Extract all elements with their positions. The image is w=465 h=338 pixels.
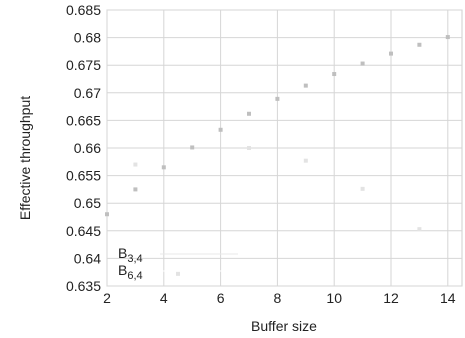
series-1-point bbox=[190, 145, 195, 150]
series-1-point bbox=[445, 35, 450, 40]
series-1-point bbox=[161, 165, 166, 170]
series-1-point bbox=[332, 72, 337, 77]
y-tick-label: 0.685 bbox=[66, 2, 101, 18]
series-2-point bbox=[247, 146, 251, 150]
y-tick-label: 0.64 bbox=[74, 250, 101, 266]
y-tick-label: 0.655 bbox=[66, 168, 101, 184]
y-tick-label: 0.675 bbox=[66, 57, 101, 73]
y-tick-label: 0.65 bbox=[74, 195, 101, 211]
series-2-point bbox=[176, 271, 180, 276]
grid bbox=[106, 9, 463, 287]
x-tick-label: 14 bbox=[440, 290, 456, 306]
y-axis-label: Effective throughput bbox=[17, 96, 33, 220]
y-tick-label: 0.66 bbox=[74, 140, 101, 156]
legend-entry-1: B3,4 bbox=[118, 245, 143, 265]
y-tick-label: 0.665 bbox=[66, 112, 101, 128]
y-tick-label: 0.635 bbox=[66, 278, 101, 294]
series-2-point bbox=[133, 162, 138, 167]
x-tick-label: 4 bbox=[160, 290, 168, 306]
series-1-point bbox=[105, 212, 109, 217]
series-2-point bbox=[417, 227, 422, 232]
x-axis-label: Buffer size bbox=[251, 318, 317, 334]
series-2-point bbox=[303, 158, 308, 163]
series-1-point bbox=[417, 42, 422, 47]
y-tick-labels: 0.635 0.64 0.645 0.65 0.655 0.66 0.665 0.67 0.67… bbox=[66, 2, 101, 294]
series-1-point bbox=[218, 127, 223, 132]
y-tick-label: 0.68 bbox=[74, 30, 101, 46]
y-tick-label: 0.67 bbox=[74, 85, 101, 101]
y-tick-label: 0.645 bbox=[66, 223, 101, 239]
legend-entry-2: B6,4 bbox=[118, 262, 143, 282]
x-tick-labels: 2 4 6 8 10 12 14 bbox=[103, 290, 456, 306]
x-tick-label: 8 bbox=[274, 290, 282, 306]
series-2-point bbox=[360, 186, 365, 191]
series-1-point bbox=[275, 96, 280, 101]
series-1-point bbox=[303, 83, 308, 88]
series-1-point bbox=[360, 61, 365, 66]
legend: B3,4B6,4 bbox=[118, 245, 238, 282]
x-tick-label: 2 bbox=[103, 290, 111, 306]
data-points bbox=[105, 35, 450, 276]
x-tick-label: 12 bbox=[383, 290, 399, 306]
x-tick-label: 10 bbox=[326, 290, 342, 306]
series-1-point bbox=[133, 187, 138, 192]
series-1-point bbox=[247, 111, 251, 116]
series-1-point bbox=[389, 51, 393, 56]
x-tick-label: 6 bbox=[217, 290, 225, 306]
